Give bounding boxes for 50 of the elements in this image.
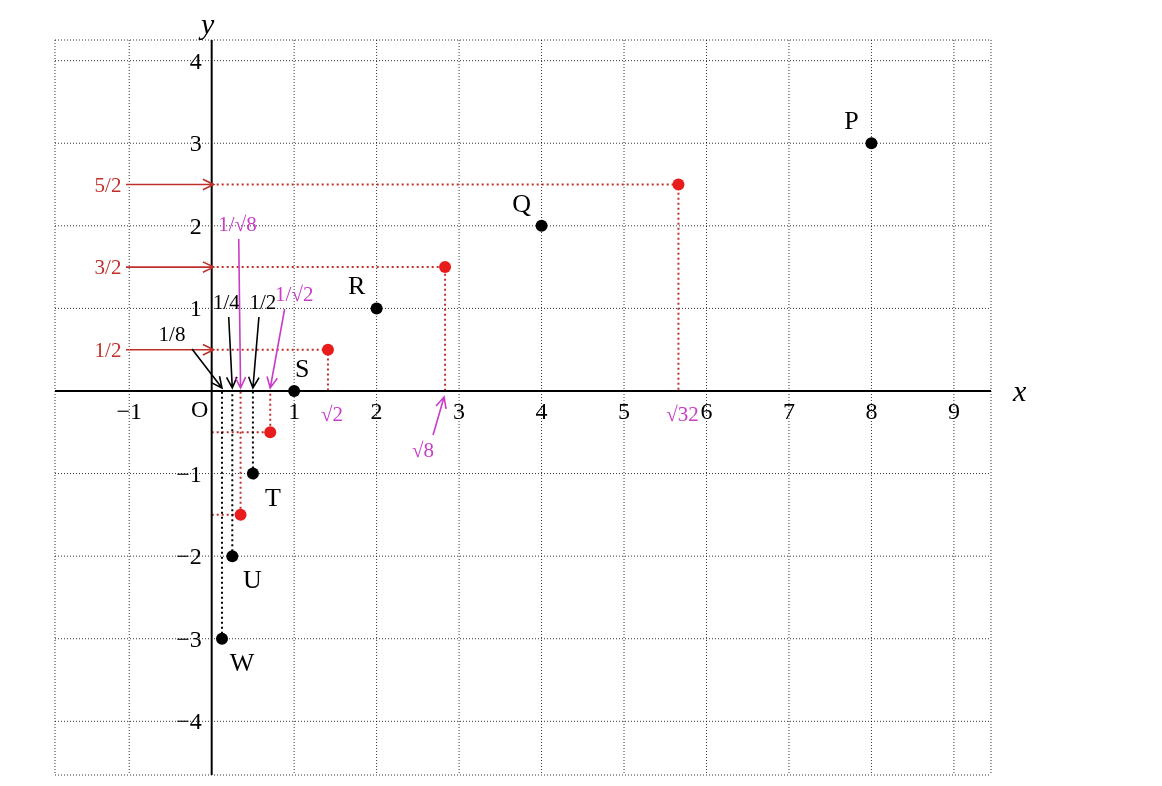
x-tick-label: 6 [700,397,713,424]
point [216,632,228,645]
y-tick-label: 4 [189,47,202,74]
point [234,508,247,521]
x-tick-label: 2 [370,397,383,424]
annotation: 3/2 [94,255,122,280]
y-tick-label: −3 [176,625,202,652]
annotation: P [844,106,859,136]
y-tick-label: 1 [189,295,202,322]
x-tick-label: 7 [782,397,795,424]
point [246,467,259,480]
x-tick-label: 8 [865,397,878,424]
point [226,550,239,563]
point [264,426,277,439]
y-axis-title: y [198,7,216,40]
annotation: 1/2 [94,337,122,362]
y-tick-label: −1 [176,460,202,487]
annotation: 1/2 [249,289,277,314]
annotation: R [347,271,366,301]
annotation: 1/4 [212,289,241,314]
annotation: √2 [320,401,343,426]
annotation: √8 [412,437,435,462]
y-tick-label: −4 [176,708,202,735]
annotation: 1/√2 [275,281,314,306]
annotation: O [191,395,209,422]
annotation: S [294,353,310,383]
y-tick-label: 3 [189,130,202,157]
x-tick-label: 1 [288,397,301,424]
point [370,302,383,315]
annotation: 1/√8 [218,211,257,236]
annotation: 5/2 [94,172,122,197]
annotation: U [242,565,262,595]
point [672,178,685,191]
y-tick-label: 2 [189,212,202,239]
x-tick-label: 9 [947,397,960,424]
annotation: Q [512,188,532,218]
point [535,219,548,232]
x-tick-label: 3 [453,397,466,424]
annotation: W [229,647,255,677]
point [865,137,878,150]
x-tick-label: −1 [116,397,142,424]
x-tick-label: 4 [535,397,548,424]
point [439,261,452,274]
x-tick-label: 5 [618,397,631,424]
annotation: √32 [666,401,699,426]
point [321,343,334,356]
x-axis-title: x [1012,373,1027,407]
annotation: 1/8 [158,321,186,346]
annotation: T [264,482,281,512]
y-tick-label: −2 [176,543,202,570]
